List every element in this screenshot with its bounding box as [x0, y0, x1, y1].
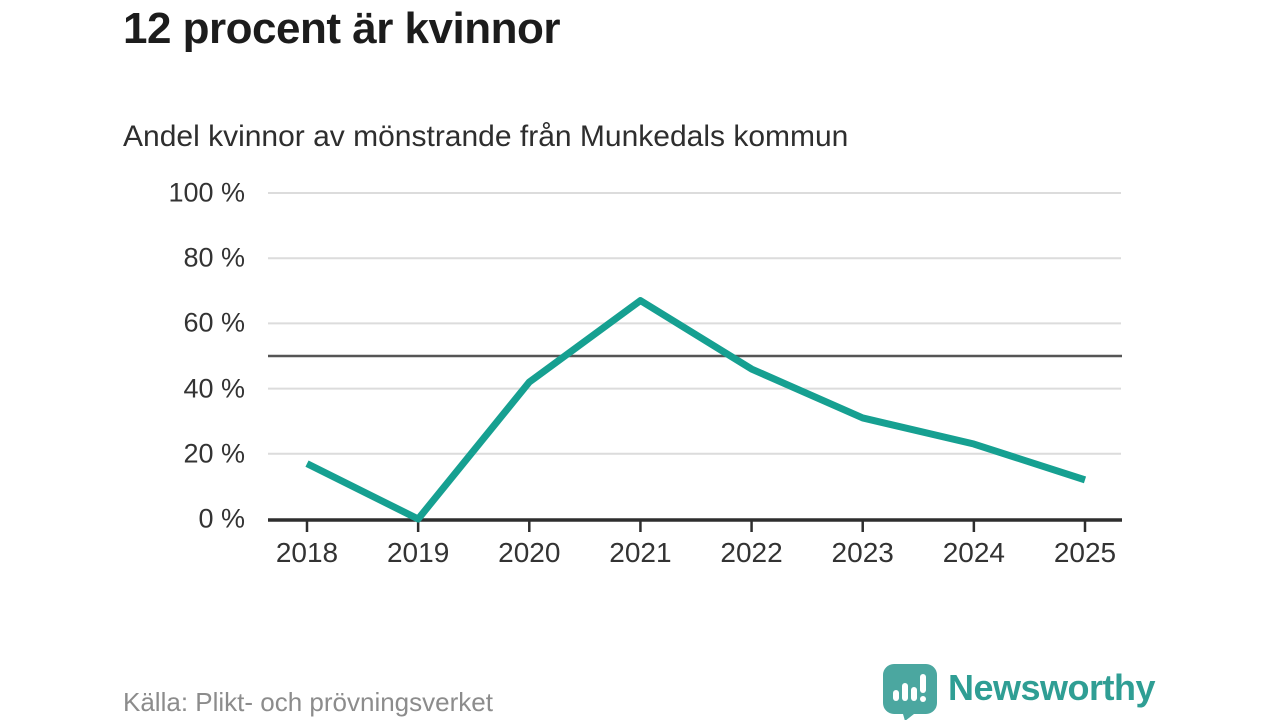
newsworthy-logo: Newsworthy [882, 664, 1156, 720]
trend-line [305, 297, 1087, 523]
chart-headline: 12 procent är kvinnor [123, 4, 560, 53]
y-axis-label-0: 0 % [198, 503, 245, 534]
y-axis-label-100: 100 % [168, 177, 245, 208]
x-axis-label-2020: 2020 [498, 537, 561, 568]
y-axis-label-60: 60 % [183, 307, 245, 338]
x-axis-label-2025: 2025 [1053, 537, 1117, 568]
x-axis-label-2023: 2023 [831, 537, 894, 568]
x-axis-label-2022: 2022 [720, 537, 783, 568]
y-axis-label-20: 20 % [183, 438, 245, 469]
y-axis-label-40: 40 % [183, 373, 245, 404]
source-note: Källa: Plikt- och prövningsverket [123, 687, 493, 717]
newsworthy-bubble-chart-icon [882, 664, 937, 720]
x-axis-label-2024: 2024 [942, 537, 1005, 568]
y-axis-label-80: 80 % [183, 242, 245, 273]
x-axis-label-2021: 2021 [609, 537, 672, 568]
chart-subtitle: Andel kvinnor av mönstrande från Munkeda… [123, 120, 849, 153]
x-axis-label-2019: 2019 [386, 537, 450, 568]
x-axis-label-2018: 2018 [275, 537, 339, 568]
newsworthy-wordmark: Newsworthy [947, 667, 1156, 708]
